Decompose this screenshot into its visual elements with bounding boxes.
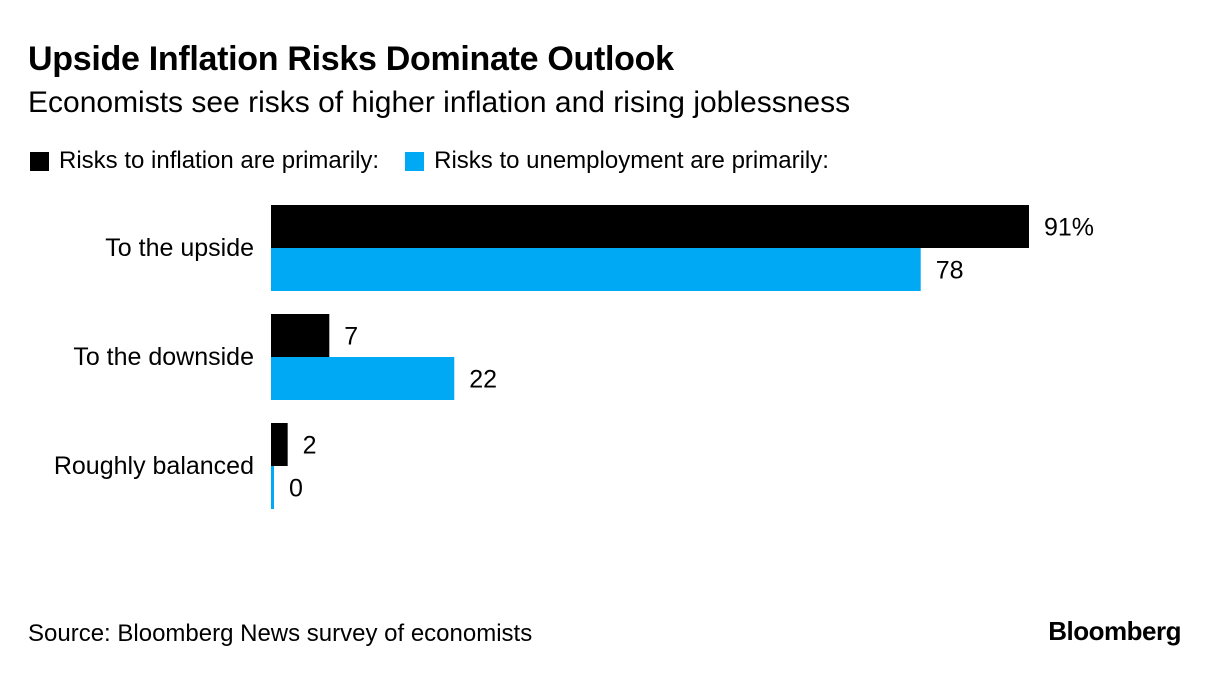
data-label-inflation-roughly-balanced: 2 bbox=[303, 432, 317, 460]
bloomberg-logo: Bloomberg bbox=[1048, 616, 1181, 646]
legend-swatch-inflation bbox=[30, 151, 49, 171]
bar-inflation-to-the-downside bbox=[271, 314, 330, 357]
data-label-unemployment-to-the-downside: 22 bbox=[469, 366, 497, 394]
category-label-roughly-balanced: Roughly balanced bbox=[54, 452, 254, 480]
bar-inflation-roughly-balanced bbox=[271, 423, 288, 466]
data-label-unemployment-roughly-balanced: 0 bbox=[289, 475, 303, 503]
data-label-unemployment-to-the-upside: 78 bbox=[936, 257, 964, 285]
legend-item-unemployment: Risks to unemployment are primarily: bbox=[405, 147, 829, 175]
legend: Risks to inflation are primarily: Risks … bbox=[30, 147, 855, 175]
category-label-to-the-downside: To the downside bbox=[73, 343, 254, 371]
legend-swatch-unemployment bbox=[405, 151, 425, 171]
legend-item-inflation: Risks to inflation are primarily: bbox=[30, 147, 379, 175]
bar-unemployment-to-the-upside bbox=[271, 248, 921, 291]
category-label-to-the-upside: To the upside bbox=[105, 234, 254, 262]
chart-subtitle: Economists see risks of higher inflation… bbox=[28, 86, 851, 119]
legend-label-inflation: Risks to inflation are primarily: bbox=[59, 147, 380, 174]
legend-label-unemployment: Risks to unemployment are primarily: bbox=[434, 147, 829, 174]
data-label-inflation-to-the-downside: 7 bbox=[344, 323, 358, 351]
bar-unemployment-roughly-balanced bbox=[271, 466, 274, 509]
bar-unemployment-to-the-downside bbox=[271, 357, 455, 400]
bar-inflation-to-the-upside bbox=[271, 205, 1029, 248]
chart-title: Upside Inflation Risks Dominate Outlook bbox=[28, 40, 674, 78]
source-note: Source: Bloomberg News survey of economi… bbox=[28, 620, 533, 647]
data-label-inflation-to-the-upside: 91% bbox=[1044, 214, 1094, 242]
